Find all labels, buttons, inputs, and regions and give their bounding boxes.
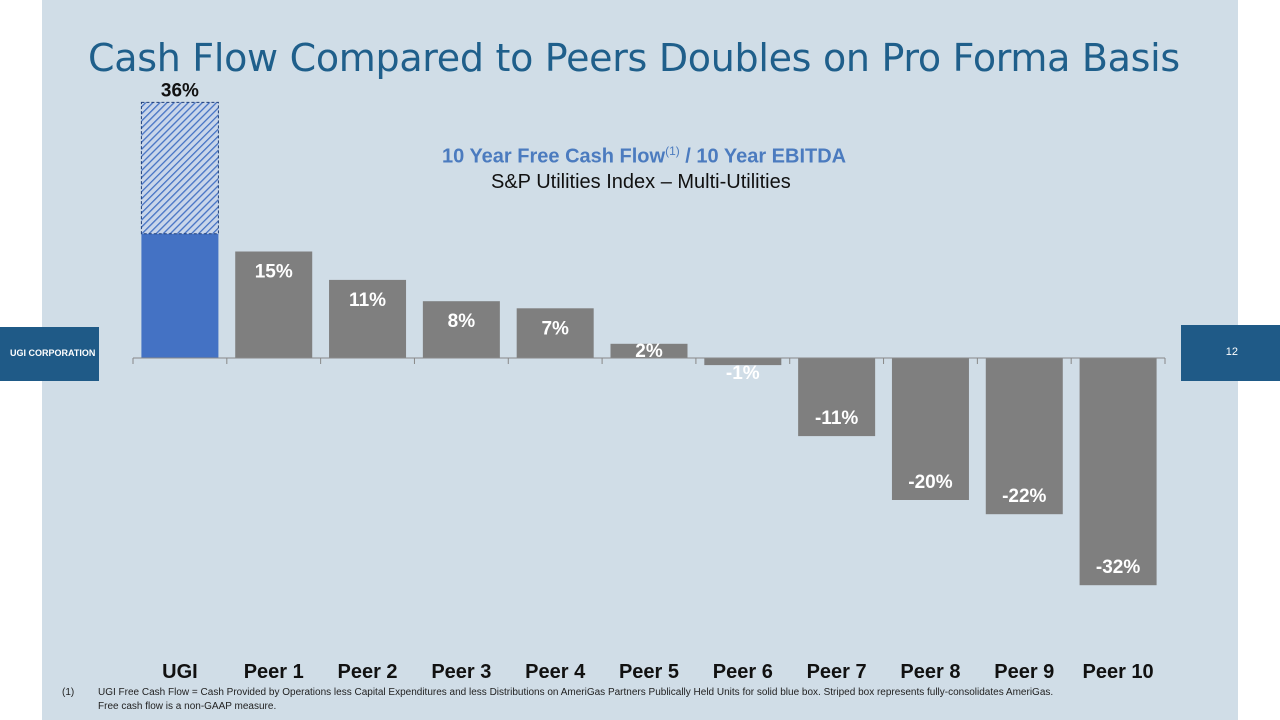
company-tab: UGI CORPORATION bbox=[0, 327, 99, 381]
bar-peer-9 bbox=[985, 358, 1063, 515]
page-number: 12 bbox=[1225, 346, 1238, 358]
data-label-peer-1: 15% bbox=[255, 262, 293, 283]
bar-peer-3 bbox=[422, 301, 500, 358]
x-tick-label-peer-5: Peer 5 bbox=[619, 661, 679, 683]
data-label-peer-9: -22% bbox=[1002, 486, 1046, 507]
bar-ugi bbox=[141, 233, 219, 358]
chart-subtitle: S&P Utilities Index – Multi-Utilities bbox=[491, 171, 791, 193]
page-number-tab: 12 bbox=[1181, 325, 1280, 381]
chart-title: 10 Year Free Cash Flow(1) / 10 Year EBIT… bbox=[442, 144, 846, 169]
data-label-peer-7: -11% bbox=[815, 408, 858, 429]
data-label-peer-3: 8% bbox=[448, 311, 476, 332]
bar-ugi-pro-forma bbox=[140, 101, 219, 235]
x-tick-label-peer-4: Peer 4 bbox=[525, 661, 586, 683]
chart-title-suffix: / 10 Year EBITDA bbox=[679, 145, 847, 168]
bar-peer-1 bbox=[235, 251, 313, 358]
data-label-peer-5: 2% bbox=[635, 341, 663, 362]
x-tick-label-peer-8: Peer 8 bbox=[900, 661, 960, 683]
x-tick-label-peer-6: Peer 6 bbox=[713, 661, 773, 683]
x-tick-label-peer-2: Peer 2 bbox=[338, 661, 398, 683]
data-label-peer-8: -20% bbox=[908, 472, 952, 493]
chart-title-footnote-marker: (1) bbox=[665, 144, 680, 158]
footnote-line-1: UGI Free Cash Flow = Cash Provided by Op… bbox=[98, 687, 1054, 698]
data-label-peer-4: 7% bbox=[541, 318, 569, 339]
bar-peer-6 bbox=[704, 358, 782, 366]
x-tick-label-peer-10: Peer 10 bbox=[1083, 661, 1154, 683]
bar-peer-10 bbox=[1079, 358, 1157, 586]
slide-title: Cash Flow Compared to Peers Doubles on P… bbox=[88, 36, 1180, 80]
bar-peer-5 bbox=[610, 343, 688, 358]
bar-peer-2 bbox=[329, 279, 407, 358]
data-label-peer-6: -1% bbox=[726, 363, 760, 384]
bar-peer-8 bbox=[891, 358, 969, 500]
footnote-line-2: Free cash flow is a non-GAAP measure. bbox=[98, 701, 277, 712]
company-name: UGI CORPORATION bbox=[10, 348, 96, 358]
chart-title-main: 10 Year Free Cash Flow bbox=[442, 145, 666, 168]
x-tick-label-peer-1: Peer 1 bbox=[244, 661, 304, 683]
data-label-peer-2: 11% bbox=[349, 290, 386, 311]
x-tick-label-peer-9: Peer 9 bbox=[994, 661, 1054, 683]
data-label-peer-10: -32% bbox=[1096, 557, 1140, 578]
x-tick-label-peer-3: Peer 3 bbox=[431, 661, 491, 683]
x-tick-label-ugi: UGI bbox=[162, 661, 198, 683]
footnote-marker: (1) bbox=[62, 687, 75, 698]
bar-peer-4 bbox=[516, 308, 594, 358]
data-label-ugi-pro-forma: 36% bbox=[161, 80, 199, 101]
x-tick-label-peer-7: Peer 7 bbox=[807, 661, 867, 683]
bar-peer-7 bbox=[798, 358, 876, 437]
